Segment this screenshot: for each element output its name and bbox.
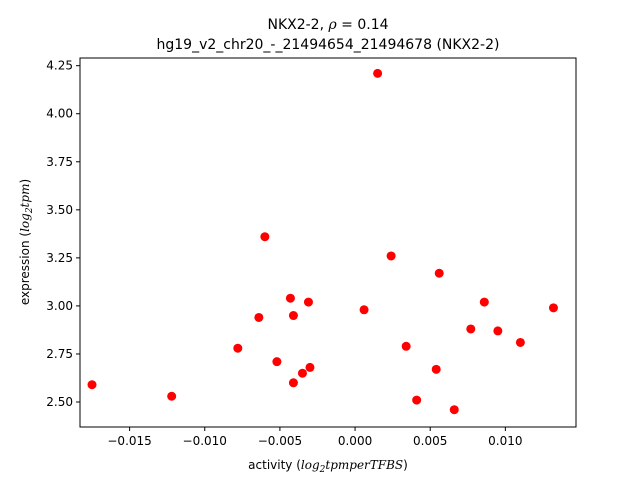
plot-area: [79, 57, 577, 428]
y-tick-label: 3.25: [46, 251, 73, 265]
data-point: [233, 343, 243, 353]
x-axis-ticks: −0.015 −0.010 −0.005 0.000 0.005 0.010: [107, 427, 523, 448]
y-axis-ticks: 2.50 2.75 3.00 3.25 3.50 3.75 4.00 4.25: [46, 59, 80, 409]
x-tick-label: 0.005: [413, 434, 447, 448]
data-point: [412, 395, 422, 405]
x-tick-label: 0.000: [338, 434, 372, 448]
data-point: [359, 305, 369, 315]
data-point: [288, 378, 298, 388]
y-tick-label: 3.50: [46, 203, 73, 217]
data-point: [285, 293, 295, 303]
data-point: [515, 337, 525, 347]
y-tick-label: 4.00: [46, 107, 73, 121]
plot-background: [80, 58, 576, 427]
data-point: [431, 364, 441, 374]
y-tick-label: 3.75: [46, 155, 73, 169]
data-point: [87, 380, 97, 390]
data-point: [493, 326, 503, 336]
data-point: [466, 324, 476, 334]
y-tick-label: 2.50: [46, 395, 73, 409]
y-tick-label: 4.25: [46, 59, 73, 73]
chart-title-line2: hg19_v2_chr20_-_21494654_21494678 (NKX2-…: [157, 37, 500, 53]
x-tick-label: −0.015: [107, 434, 151, 448]
data-point: [386, 251, 396, 261]
x-tick-label: −0.010: [183, 434, 227, 448]
data-points: [87, 68, 558, 415]
y-axis-label: expression (log2tpm): [18, 179, 35, 305]
data-point: [401, 341, 411, 351]
data-point: [479, 297, 489, 307]
plot-frame: [79, 57, 577, 428]
data-point: [373, 68, 383, 78]
chart-title-line1: NKX2-2, ρ = 0.14: [267, 17, 388, 33]
data-point: [305, 362, 315, 372]
data-point: [272, 357, 282, 367]
data-point: [303, 297, 313, 307]
data-point: [297, 368, 307, 378]
y-tick-label: 2.75: [46, 347, 73, 361]
x-axis-label: activity (log2tpmperTFBS): [248, 458, 408, 475]
data-point: [449, 405, 459, 415]
y-tick-label: 3.00: [46, 299, 73, 313]
x-tick-label: −0.005: [258, 434, 302, 448]
x-tick-label: 0.010: [488, 434, 522, 448]
data-point: [548, 303, 558, 313]
data-point: [434, 268, 444, 278]
data-point: [167, 391, 177, 401]
data-point: [288, 311, 298, 321]
data-point: [254, 312, 264, 322]
data-point: [260, 232, 270, 242]
